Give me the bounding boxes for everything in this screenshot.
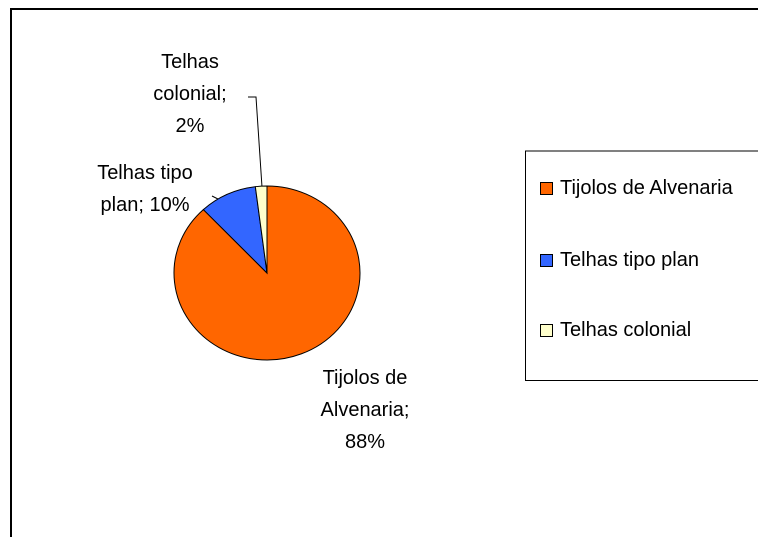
legend-swatch: [540, 324, 553, 337]
legend-label: Tijolos de Alvenaria: [560, 177, 733, 199]
legend-label: Telhas colonial: [560, 319, 692, 341]
legend-swatch: [540, 254, 553, 267]
legend-swatch: [540, 182, 553, 195]
pie-slice: [254, 185, 268, 274]
data-label: Tijolos de Alvenaria; 88%: [320, 367, 410, 453]
data-label: Telhas tipo plan; 10%: [97, 162, 193, 216]
leader-line: [248, 96, 263, 188]
data-label: Telhas colonial; 2%: [153, 51, 227, 137]
legend-label: Telhas tipo plan: [560, 249, 699, 271]
